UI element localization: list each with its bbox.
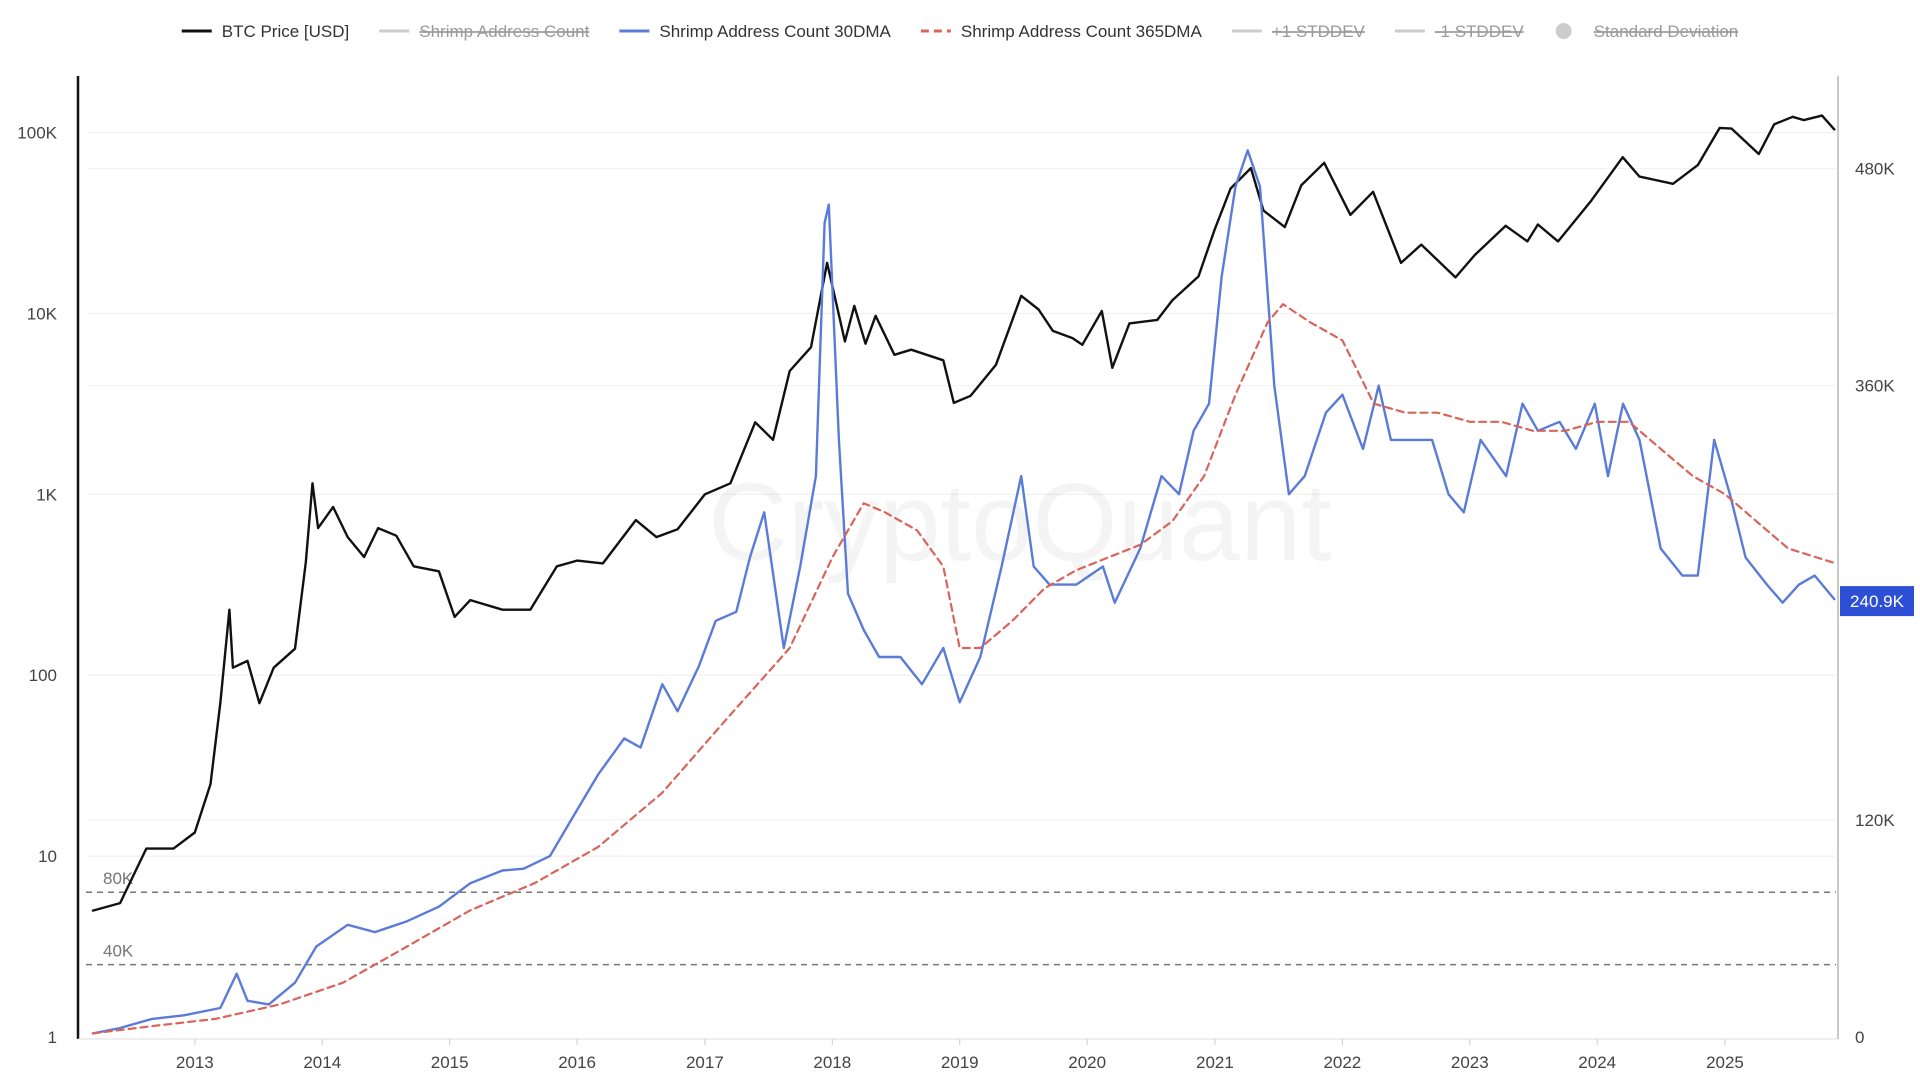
y-left-tick-label: 100 [29,666,57,685]
x-tick-label: 2023 [1451,1053,1489,1072]
legend-label: Shrimp Address Count 30DMA [659,22,891,41]
x-tick-label: 2018 [813,1053,851,1072]
x-tick-label: 2014 [303,1053,341,1072]
legend-label: BTC Price [USD] [222,22,350,41]
legend-label: -1 STDDEV [1435,22,1524,41]
y-left-tick-label: 10K [27,304,58,323]
y-left-tick-label: 1K [36,485,57,504]
badge-label: 240.9K [1850,592,1905,611]
legend-item-standard-deviation[interactable]: Standard Deviation [1555,22,1739,41]
axes: 1 10 100 1K 10K 100K 0 120K 360K 480K 2013 2014 2015… [17,76,1895,1072]
reference-lines: 80K 40K [86,869,1836,966]
legend-item-shrimp-address-count-30dma[interactable]: Shrimp Address Count 30DMA [619,22,892,41]
x-tick-label: 2020 [1068,1053,1106,1072]
legend[interactable]: BTC Price [USD] Shrimp Address Count Shrim… [181,22,1739,41]
series-layer [91,114,1836,1035]
series-line-shrimp-address-count-30dma [91,149,1836,1035]
legend-swatch [1555,23,1572,39]
legend-item-1-stddev[interactable]: +1 STDDEV [1231,22,1366,41]
x-tick-label: 2021 [1196,1053,1234,1072]
x-tick-label: 2017 [686,1053,724,1072]
y-right-tick-label: 120K [1855,811,1895,830]
legend-label: Shrimp Address Count [419,22,589,41]
y-right-tick-label: 0 [1855,1028,1864,1047]
x-tick-label: 2022 [1323,1053,1361,1072]
y-right-tick-label: 480K [1855,159,1895,178]
badge-box [1840,586,1914,617]
legend-label: +1 STDDEV [1272,22,1366,41]
y-left-tick-label: 100K [17,123,57,142]
legend-item-shrimp-address-count[interactable]: Shrimp Address Count [379,22,590,41]
x-tick-label: 2024 [1578,1053,1616,1072]
last-value-badge: 240.9K [1840,586,1914,617]
legend-item-btc-price-usd[interactable]: BTC Price [USD] [181,22,350,41]
series-line-shrimp-address-count-365dma [91,303,1836,1035]
x-tick-label: 2015 [431,1053,469,1072]
reference-label: 40K [103,942,134,961]
reference-label: 80K [103,869,134,888]
x-tick-label: 2019 [941,1053,979,1072]
grid [88,131,1836,857]
legend-label: Standard Deviation [1594,22,1739,41]
series-line-btc-price-usd [91,114,1836,912]
legend-item-shrimp-address-count-365dma[interactable]: Shrimp Address Count 365DMA [920,22,1203,41]
legend-label: Shrimp Address Count 365DMA [961,22,1203,41]
x-tick-label: 2025 [1706,1053,1744,1072]
y-right-tick-label: 360K [1855,377,1895,396]
legend-item-1-stddev[interactable]: -1 STDDEV [1394,22,1524,41]
x-tick-label: 2013 [176,1053,214,1072]
y-left-tick-label: 10 [38,847,57,866]
x-tick-label: 2016 [558,1053,596,1072]
y-left-tick-label: 1 [48,1028,57,1047]
